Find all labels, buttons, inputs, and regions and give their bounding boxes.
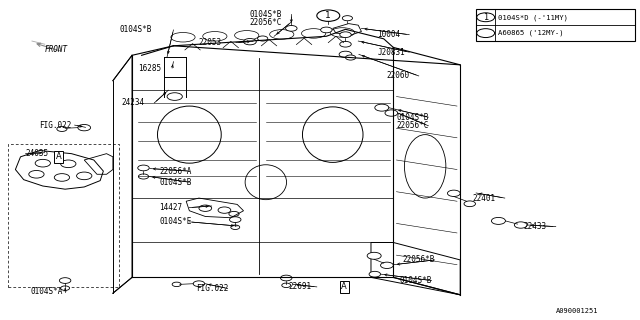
Text: 24035: 24035 <box>26 149 49 158</box>
Circle shape <box>381 262 394 268</box>
Text: A: A <box>341 282 347 292</box>
Circle shape <box>193 281 205 287</box>
Circle shape <box>464 201 476 207</box>
Text: 0104S*B: 0104S*B <box>119 25 152 35</box>
Text: 1: 1 <box>483 13 488 22</box>
FancyBboxPatch shape <box>476 9 636 41</box>
Circle shape <box>367 252 381 259</box>
Text: FRONT: FRONT <box>45 45 68 54</box>
Text: 22056*B: 22056*B <box>403 255 435 264</box>
Circle shape <box>321 27 332 33</box>
Text: A60865 ('12MY-): A60865 ('12MY-) <box>499 30 564 36</box>
Text: 22691: 22691 <box>288 282 311 292</box>
Circle shape <box>492 217 506 224</box>
Text: 22053: 22053 <box>199 38 222 47</box>
Text: A090001251: A090001251 <box>556 308 598 314</box>
Circle shape <box>340 41 351 47</box>
Circle shape <box>78 124 91 131</box>
Circle shape <box>385 110 397 116</box>
Text: 24234: 24234 <box>121 99 144 108</box>
Text: 0104S*B: 0104S*B <box>159 178 192 187</box>
Circle shape <box>60 278 71 284</box>
Circle shape <box>230 217 241 222</box>
Circle shape <box>447 190 460 196</box>
Text: 16285: 16285 <box>138 63 161 73</box>
Text: 0104S*B: 0104S*B <box>399 276 432 285</box>
Text: 22056*C: 22056*C <box>250 18 282 27</box>
Circle shape <box>257 36 268 41</box>
Circle shape <box>375 104 389 111</box>
Circle shape <box>167 93 182 100</box>
Circle shape <box>339 51 352 58</box>
Text: FIG.022: FIG.022 <box>196 284 228 293</box>
Circle shape <box>244 38 256 45</box>
Text: FIG.022: FIG.022 <box>40 121 72 130</box>
Circle shape <box>138 165 149 171</box>
Text: 22056*A: 22056*A <box>159 167 192 176</box>
Text: 22060: 22060 <box>387 71 410 80</box>
Text: 1: 1 <box>325 11 331 20</box>
Circle shape <box>231 225 240 229</box>
Text: 0104S*A: 0104S*A <box>30 287 63 296</box>
Text: 0104S*D (-'11MY): 0104S*D (-'11MY) <box>499 14 568 20</box>
Circle shape <box>172 282 181 287</box>
Circle shape <box>61 286 70 290</box>
Circle shape <box>138 174 148 179</box>
Text: A: A <box>56 152 61 161</box>
Text: J20831: J20831 <box>378 48 405 57</box>
Text: 10004: 10004 <box>378 30 401 39</box>
Text: 0104S*B: 0104S*B <box>396 113 429 122</box>
Circle shape <box>280 275 292 281</box>
Circle shape <box>346 55 356 60</box>
Text: 14427: 14427 <box>159 203 182 212</box>
Circle shape <box>342 16 353 21</box>
Text: 0104S*B: 0104S*B <box>250 10 282 19</box>
Text: 22056*C: 22056*C <box>396 121 429 130</box>
Circle shape <box>340 32 351 37</box>
Text: 22433: 22433 <box>524 222 547 231</box>
Text: 0104S*E: 0104S*E <box>159 217 192 226</box>
Circle shape <box>285 26 297 31</box>
Circle shape <box>515 222 527 228</box>
Circle shape <box>282 283 291 288</box>
Circle shape <box>57 126 67 132</box>
Text: 22401: 22401 <box>473 194 496 203</box>
Circle shape <box>369 271 381 277</box>
